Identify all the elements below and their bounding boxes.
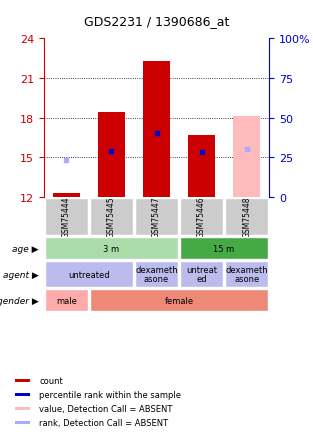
Text: 15 m: 15 m <box>213 244 235 253</box>
Bar <box>225 262 268 287</box>
Text: value, Detection Call = ABSENT: value, Detection Call = ABSENT <box>39 404 172 413</box>
Bar <box>233 117 260 197</box>
Text: agent ▶: agent ▶ <box>3 270 38 279</box>
Bar <box>53 194 80 197</box>
Text: GSM75446: GSM75446 <box>197 196 206 238</box>
Text: percentile rank within the sample: percentile rank within the sample <box>39 390 181 399</box>
Text: rank, Detection Call = ABSENT: rank, Detection Call = ABSENT <box>39 418 168 427</box>
Bar <box>90 289 268 312</box>
Text: gender ▶: gender ▶ <box>0 296 38 305</box>
Text: count: count <box>39 376 63 385</box>
Bar <box>45 198 88 236</box>
Text: GSM75448: GSM75448 <box>242 196 251 238</box>
Bar <box>45 262 133 287</box>
Text: GSM75447: GSM75447 <box>152 196 161 238</box>
Bar <box>90 198 133 236</box>
Bar <box>135 262 178 287</box>
Text: untreat
ed: untreat ed <box>186 265 217 284</box>
Text: untreated: untreated <box>68 270 110 279</box>
Bar <box>225 198 268 236</box>
Bar <box>15 379 30 382</box>
Text: 3 m: 3 m <box>103 244 120 253</box>
Text: age ▶: age ▶ <box>12 244 38 253</box>
Text: female: female <box>164 296 194 305</box>
Text: GDS2231 / 1390686_at: GDS2231 / 1390686_at <box>84 15 229 28</box>
Bar <box>98 113 125 197</box>
Bar <box>188 135 215 197</box>
Bar <box>180 198 223 236</box>
Text: dexameth
asone: dexameth asone <box>135 265 178 284</box>
Text: male: male <box>56 296 77 305</box>
Bar <box>15 407 30 410</box>
Bar <box>180 262 223 287</box>
Bar <box>45 289 88 312</box>
Bar <box>143 62 170 197</box>
Bar <box>135 198 178 236</box>
Text: dexameth
asone: dexameth asone <box>225 265 268 284</box>
Text: GSM75445: GSM75445 <box>107 196 116 238</box>
Bar <box>180 237 268 260</box>
Bar <box>15 393 30 396</box>
Bar <box>45 237 178 260</box>
Text: GSM75444: GSM75444 <box>62 196 71 238</box>
Bar <box>15 421 30 424</box>
